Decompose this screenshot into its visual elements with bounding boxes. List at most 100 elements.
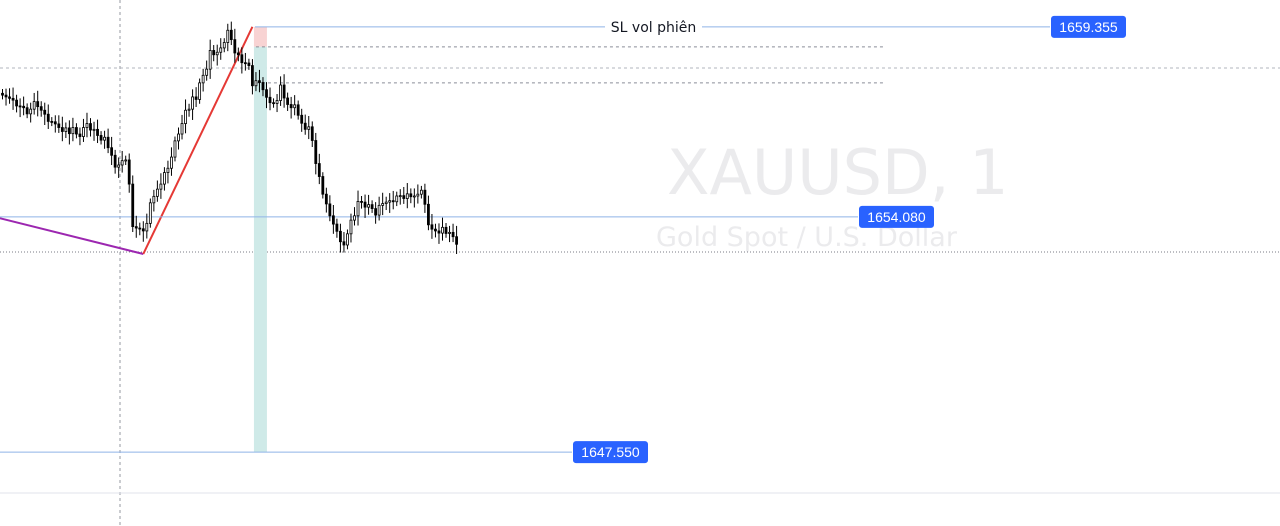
candle-body bbox=[286, 97, 290, 105]
candle-body bbox=[349, 219, 353, 235]
candle-body bbox=[395, 195, 399, 203]
candle-body bbox=[240, 54, 244, 64]
candle-body bbox=[331, 215, 335, 225]
candle-body bbox=[412, 195, 416, 198]
price-label-0: 1659.355 bbox=[1051, 15, 1126, 38]
candle-body bbox=[258, 80, 261, 83]
candle-body bbox=[310, 126, 314, 141]
candle-body bbox=[367, 204, 370, 208]
candle-body bbox=[265, 89, 268, 98]
candle-body bbox=[1, 92, 4, 96]
candle-body bbox=[324, 193, 328, 205]
candle-body bbox=[222, 42, 226, 49]
candle-body bbox=[451, 231, 455, 238]
candle-body bbox=[60, 127, 64, 132]
candle-body bbox=[208, 50, 212, 70]
candle-body bbox=[370, 204, 374, 209]
candle-body bbox=[441, 226, 444, 234]
candle-body bbox=[89, 123, 92, 131]
candle-body bbox=[243, 62, 247, 65]
candle-body bbox=[430, 224, 434, 230]
candle-body bbox=[317, 163, 321, 177]
candle-body bbox=[342, 241, 346, 246]
candle-body bbox=[36, 101, 40, 108]
candle-body bbox=[131, 183, 135, 228]
candle-body bbox=[99, 135, 103, 141]
candle-body bbox=[226, 29, 230, 43]
candle-body bbox=[300, 114, 304, 124]
candle-body bbox=[296, 104, 300, 116]
candle-body bbox=[141, 228, 145, 232]
candle-body bbox=[363, 201, 367, 208]
candle-body bbox=[314, 140, 318, 164]
candle-body bbox=[409, 193, 413, 198]
candle-body bbox=[215, 51, 219, 56]
position-zones bbox=[253, 26, 267, 453]
candle-body bbox=[353, 215, 356, 221]
price-label-text: 1647.550 bbox=[581, 444, 640, 460]
price-label-bg bbox=[573, 441, 648, 464]
candle-body bbox=[419, 189, 423, 195]
candle-body bbox=[184, 109, 187, 124]
candle-body bbox=[177, 133, 180, 142]
candle-body bbox=[113, 154, 117, 168]
candle-body bbox=[53, 121, 57, 125]
candle-body bbox=[339, 230, 342, 243]
candle-body bbox=[282, 84, 286, 99]
candle-body bbox=[321, 176, 325, 195]
price-labels: SL vol phiên 1659.355 1654.080 1647.550 bbox=[573, 15, 1126, 464]
candle-body bbox=[251, 65, 254, 87]
candle-body bbox=[187, 108, 191, 111]
candle-body bbox=[103, 136, 106, 141]
candle-body bbox=[155, 188, 159, 197]
candle-body bbox=[117, 164, 121, 168]
candle-body bbox=[25, 107, 29, 115]
candle-body bbox=[67, 127, 71, 135]
candle-body bbox=[29, 108, 33, 115]
candle-body bbox=[388, 200, 392, 203]
candle-body bbox=[50, 121, 54, 123]
price-label-bg bbox=[859, 205, 934, 228]
candle-body bbox=[64, 127, 68, 132]
candle-body bbox=[198, 82, 202, 100]
candle-body bbox=[134, 226, 138, 229]
candle-body bbox=[110, 147, 114, 156]
candle-body bbox=[32, 101, 36, 110]
candle-body bbox=[293, 104, 297, 109]
candle-body bbox=[307, 126, 311, 130]
stop-loss-zone bbox=[253, 26, 267, 47]
candle-body bbox=[233, 39, 237, 54]
candle-body bbox=[15, 99, 18, 107]
candle-body bbox=[78, 133, 82, 137]
candle-body bbox=[75, 127, 78, 135]
candle-body bbox=[236, 52, 240, 56]
candle-body bbox=[434, 228, 437, 232]
candle-body bbox=[46, 113, 50, 122]
candle-body bbox=[384, 201, 388, 204]
candle-body bbox=[205, 68, 209, 76]
candle-body bbox=[423, 189, 427, 205]
candle-body bbox=[152, 195, 156, 204]
candlestick-series bbox=[1, 21, 458, 254]
candle-body bbox=[71, 127, 75, 135]
take-profit-zone bbox=[253, 46, 267, 453]
candle-body bbox=[191, 96, 194, 110]
candle-body bbox=[18, 105, 22, 108]
candle-body bbox=[57, 123, 61, 128]
price-label-1: 1654.080 bbox=[859, 205, 934, 228]
candle-body bbox=[448, 231, 451, 234]
candle-body bbox=[39, 106, 43, 111]
price-label-bg bbox=[1051, 15, 1126, 38]
candle-body bbox=[398, 195, 402, 198]
candle-body bbox=[96, 128, 99, 136]
zigzag-segment-0 bbox=[0, 217, 144, 255]
price-label-text: 1659.355 bbox=[1059, 19, 1118, 35]
candle-body bbox=[402, 195, 406, 199]
candle-body bbox=[405, 193, 409, 199]
candle-body bbox=[43, 109, 47, 115]
candle-body bbox=[455, 236, 458, 245]
candle-body bbox=[247, 62, 251, 66]
candle-body bbox=[219, 47, 223, 53]
candle-body bbox=[437, 230, 441, 234]
